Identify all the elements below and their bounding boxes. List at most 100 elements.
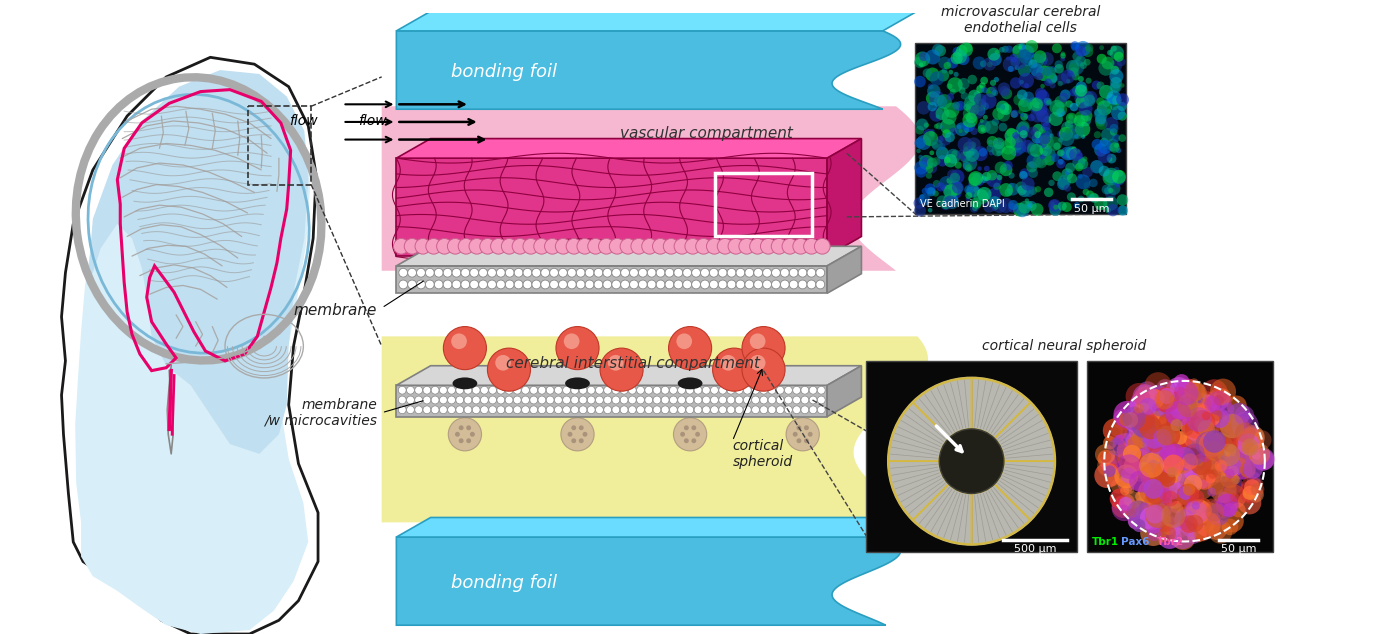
Circle shape: [1115, 148, 1121, 153]
Circle shape: [922, 188, 928, 195]
Circle shape: [447, 238, 463, 254]
Circle shape: [990, 86, 997, 93]
Circle shape: [1154, 479, 1165, 491]
Circle shape: [1110, 142, 1120, 153]
Circle shape: [1204, 453, 1226, 474]
Circle shape: [488, 268, 496, 277]
Circle shape: [674, 238, 690, 254]
Circle shape: [974, 189, 989, 204]
Circle shape: [1158, 388, 1175, 404]
Circle shape: [1018, 43, 1025, 50]
Circle shape: [999, 47, 1004, 53]
Circle shape: [1222, 484, 1246, 509]
Circle shape: [1035, 72, 1043, 81]
Circle shape: [1132, 428, 1151, 448]
Circle shape: [1118, 497, 1132, 511]
Circle shape: [1128, 436, 1143, 451]
Circle shape: [1050, 202, 1056, 206]
Circle shape: [1061, 122, 1074, 134]
Circle shape: [1082, 157, 1088, 162]
Circle shape: [785, 406, 792, 414]
Circle shape: [1049, 204, 1061, 216]
Circle shape: [544, 238, 560, 254]
FancyBboxPatch shape: [396, 266, 828, 294]
FancyBboxPatch shape: [915, 42, 1126, 214]
Circle shape: [801, 406, 808, 414]
Circle shape: [1178, 397, 1197, 417]
Circle shape: [726, 406, 735, 414]
Circle shape: [918, 155, 922, 159]
Circle shape: [1010, 57, 1020, 67]
Circle shape: [1147, 410, 1167, 430]
Circle shape: [743, 406, 751, 414]
Circle shape: [1197, 498, 1211, 512]
Circle shape: [1086, 78, 1092, 84]
Circle shape: [1160, 515, 1171, 526]
Circle shape: [954, 72, 958, 77]
Circle shape: [1222, 410, 1236, 424]
Circle shape: [1238, 455, 1250, 467]
Circle shape: [751, 396, 760, 404]
Circle shape: [1157, 518, 1168, 530]
Circle shape: [1082, 46, 1093, 57]
Circle shape: [967, 145, 976, 155]
Circle shape: [963, 119, 975, 132]
Circle shape: [1221, 434, 1239, 452]
Circle shape: [999, 198, 1014, 213]
Circle shape: [932, 139, 943, 150]
FancyBboxPatch shape: [396, 385, 828, 417]
Circle shape: [1025, 40, 1038, 53]
Circle shape: [1195, 391, 1220, 417]
Circle shape: [1029, 161, 1035, 168]
Circle shape: [728, 268, 736, 277]
Circle shape: [1197, 420, 1215, 437]
Circle shape: [1145, 372, 1172, 399]
Circle shape: [1018, 184, 1031, 197]
Circle shape: [1200, 379, 1228, 406]
Circle shape: [1026, 127, 1039, 139]
Circle shape: [1163, 455, 1183, 476]
Circle shape: [982, 87, 988, 93]
Circle shape: [1203, 430, 1225, 453]
Circle shape: [1164, 427, 1182, 444]
Circle shape: [1049, 199, 1061, 212]
Circle shape: [1061, 146, 1074, 160]
Circle shape: [1215, 438, 1226, 450]
Circle shape: [968, 171, 983, 186]
Circle shape: [1021, 133, 1028, 139]
Circle shape: [964, 95, 979, 110]
Circle shape: [979, 82, 986, 89]
Ellipse shape: [497, 377, 521, 389]
Circle shape: [967, 138, 981, 152]
Circle shape: [1151, 506, 1178, 532]
Ellipse shape: [751, 377, 776, 389]
Circle shape: [1078, 158, 1088, 169]
Circle shape: [467, 425, 471, 430]
Circle shape: [1111, 479, 1126, 494]
Circle shape: [1153, 459, 1175, 481]
Circle shape: [1117, 58, 1125, 67]
Circle shape: [611, 268, 621, 277]
Circle shape: [1186, 515, 1203, 532]
Circle shape: [986, 136, 999, 147]
Circle shape: [1114, 401, 1140, 428]
Circle shape: [781, 268, 789, 277]
Circle shape: [993, 139, 1003, 149]
Circle shape: [1136, 396, 1154, 413]
Circle shape: [1114, 52, 1124, 61]
Circle shape: [750, 333, 765, 349]
Circle shape: [965, 197, 971, 201]
Circle shape: [1222, 519, 1238, 535]
Circle shape: [967, 117, 971, 123]
Circle shape: [1147, 449, 1172, 474]
Circle shape: [664, 238, 679, 254]
Circle shape: [1165, 491, 1183, 509]
Circle shape: [558, 268, 567, 277]
Circle shape: [1020, 113, 1024, 117]
Circle shape: [1250, 482, 1264, 496]
Circle shape: [1167, 471, 1179, 484]
Circle shape: [447, 386, 456, 394]
Circle shape: [1153, 429, 1171, 447]
Circle shape: [458, 438, 464, 443]
Circle shape: [936, 136, 943, 143]
